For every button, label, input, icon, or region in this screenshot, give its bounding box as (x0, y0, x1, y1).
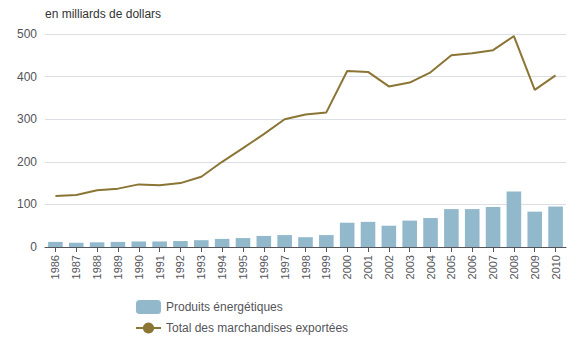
svg-text:1998: 1998 (300, 255, 312, 279)
svg-text:1988: 1988 (91, 255, 103, 279)
svg-text:2003: 2003 (404, 255, 416, 279)
svg-text:2008: 2008 (508, 255, 520, 279)
svg-text:1991: 1991 (154, 255, 166, 279)
svg-text:1999: 1999 (320, 255, 332, 279)
svg-text:0: 0 (30, 240, 37, 254)
svg-text:500: 500 (17, 27, 37, 41)
svg-text:300: 300 (17, 112, 37, 126)
svg-text:1990: 1990 (133, 255, 145, 279)
svg-text:2009: 2009 (529, 255, 541, 279)
svg-text:100: 100 (17, 197, 37, 211)
svg-text:200: 200 (17, 155, 37, 169)
svg-text:Produits énergétiques: Produits énergétiques (166, 300, 283, 314)
svg-text:2005: 2005 (445, 255, 457, 279)
svg-text:1992: 1992 (174, 255, 186, 279)
svg-text:1996: 1996 (258, 255, 270, 279)
svg-text:1989: 1989 (112, 255, 124, 279)
svg-text:en milliards de dollars: en milliards de dollars (45, 7, 161, 21)
svg-text:2010: 2010 (550, 255, 562, 279)
svg-text:400: 400 (17, 70, 37, 84)
svg-text:1993: 1993 (195, 255, 207, 279)
svg-text:1994: 1994 (216, 255, 228, 279)
svg-text:2002: 2002 (383, 255, 395, 279)
svg-text:2004: 2004 (425, 255, 437, 279)
svg-text:2007: 2007 (487, 255, 499, 279)
svg-text:2001: 2001 (362, 255, 374, 279)
svg-text:2000: 2000 (341, 255, 353, 279)
svg-text:1997: 1997 (279, 255, 291, 279)
svg-text:2006: 2006 (466, 255, 478, 279)
svg-text:Total des marchandises exporté: Total des marchandises exportées (166, 321, 348, 335)
svg-text:1987: 1987 (70, 255, 82, 279)
svg-text:1986: 1986 (49, 255, 61, 279)
svg-text:1995: 1995 (237, 255, 249, 279)
